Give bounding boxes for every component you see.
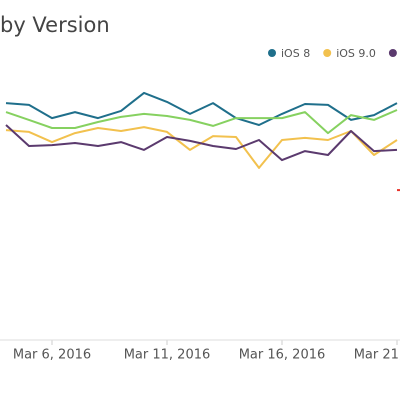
x-tick-label: Mar 21, 2016 — [354, 348, 400, 363]
legend-marker — [323, 49, 332, 57]
x-tick-label: Mar 6, 2016 — [13, 348, 91, 363]
legend-marker — [268, 49, 276, 57]
legend-label: iOS 8 — [281, 47, 310, 60]
series-line — [5, 124, 398, 162]
legend-label: iOS 9.0 — [336, 47, 376, 60]
series-line — [5, 109, 398, 135]
x-tick-label: Mar 11, 2016 — [124, 348, 211, 363]
legend-marker — [388, 49, 397, 57]
series-line — [5, 91, 398, 126]
chart-title: by Version — [0, 13, 110, 37]
x-tick-label: Mar 16, 2016 — [239, 348, 326, 363]
series-line — [5, 126, 398, 169]
